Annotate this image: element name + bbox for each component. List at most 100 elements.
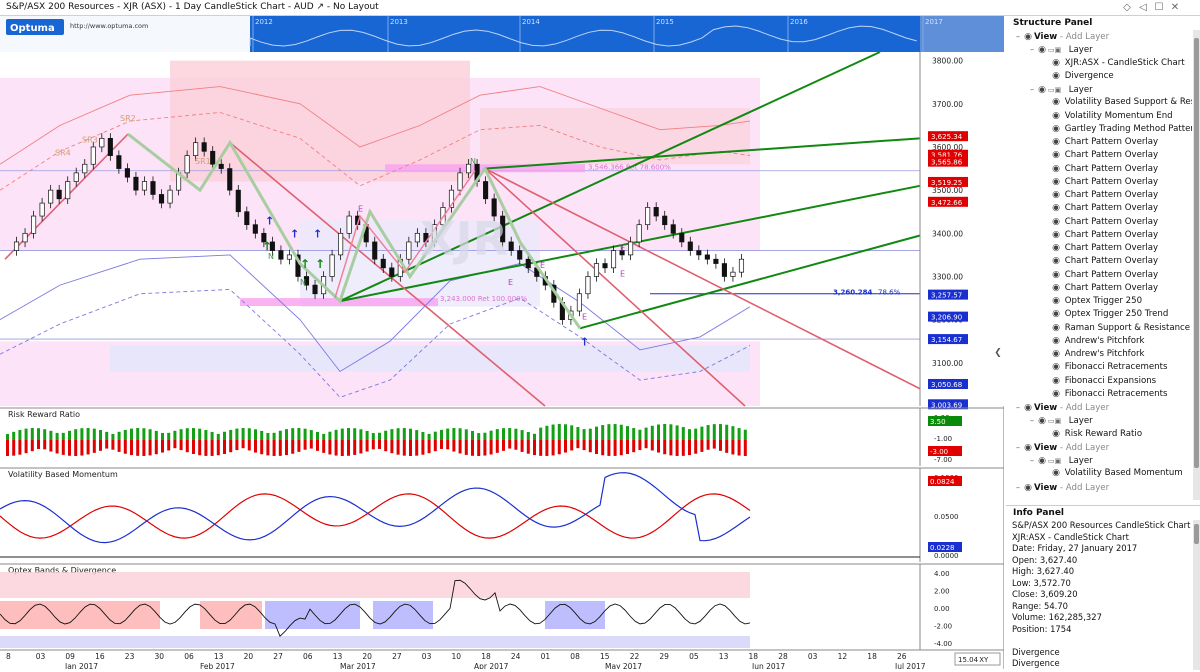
structure-tree-row[interactable]: ◉ Risk Reward Ratio — [1042, 428, 1142, 441]
structure-tree-row[interactable]: ◉ Andrew's Pitchfork — [1042, 348, 1144, 361]
lock-icon[interactable]: ▭▣ — [1048, 417, 1062, 426]
visibility-eye-icon[interactable]: ◉ — [1052, 375, 1060, 386]
structure-tree-row[interactable]: – ◉ View - Add Layer — [1014, 30, 1109, 43]
visibility-eye-icon[interactable]: ◉ — [1052, 349, 1060, 359]
structure-tree-row[interactable]: ◉ Chart Pattern Overlay — [1042, 255, 1158, 268]
date-axis[interactable]: 8 03 09 16 23 30 06 13 20 27 06 13 20 27 03 10 18 24 01 08 1… — [0, 649, 1004, 669]
visibility-eye-icon[interactable]: ◉ — [1052, 190, 1060, 200]
structure-tree-row[interactable]: ◉ Chart Pattern Overlay — [1042, 242, 1158, 255]
collapse-toggle-icon[interactable]: – — [1016, 403, 1020, 412]
lock-icon[interactable]: ▭▣ — [1048, 86, 1062, 94]
visibility-eye-icon[interactable]: ◉ — [1052, 468, 1060, 479]
structure-tree-row[interactable]: ◉ Optex Trigger 250 Trend — [1042, 308, 1168, 321]
collapse-toggle-icon[interactable]: – — [1030, 45, 1034, 55]
visibility-eye-icon[interactable]: ◉ — [1052, 282, 1060, 293]
add-layer-link[interactable]: - Add Layer — [1057, 403, 1110, 413]
lock-icon[interactable]: ▭▣ — [1048, 46, 1062, 55]
structure-tree-row[interactable]: – ◉ ▭▣ Layer — [1028, 414, 1093, 427]
structure-tree-row[interactable]: ◉ Chart Pattern Overlay — [1042, 202, 1158, 215]
visibility-eye-icon[interactable]: ◉ — [1052, 176, 1060, 187]
maximize-icon[interactable]: ☐ — [1154, 2, 1164, 13]
visibility-eye-icon[interactable]: ◉ — [1038, 456, 1046, 466]
structure-tree-row[interactable]: ◉ Andrew's Pitchfork — [1042, 335, 1144, 348]
collapse-toggle-icon[interactable]: – — [1030, 85, 1034, 94]
collapse-toggle-icon[interactable]: – — [1016, 442, 1020, 452]
structure-tree-row[interactable]: ◉ Chart Pattern Overlay — [1042, 163, 1158, 176]
visibility-eye-icon[interactable]: ◉ — [1052, 163, 1060, 174]
structure-tree-row[interactable]: ◉ Chart Pattern Overlay — [1042, 269, 1158, 282]
visibility-eye-icon[interactable]: ◉ — [1052, 388, 1060, 399]
structure-tree-row[interactable]: ◉ Chart Pattern Overlay — [1042, 282, 1158, 295]
structure-tree-row[interactable]: ◉ Volatility Momentum End — [1042, 110, 1173, 123]
visibility-eye-icon[interactable]: ◉ — [1024, 482, 1032, 493]
structure-tree-row[interactable]: ◉ Chart Pattern Overlay — [1042, 189, 1158, 202]
visibility-eye-icon[interactable]: ◉ — [1052, 203, 1060, 214]
visibility-eye-icon[interactable]: ◉ — [1052, 216, 1060, 227]
price-pane[interactable]: 3,546.366 Ret 78.600%3,243.000 Ret 100.0… — [0, 51, 1004, 410]
structure-tree-row[interactable]: – ◉ ▭▣ Layer — [1028, 454, 1093, 467]
visibility-eye-icon[interactable]: ◉ — [1052, 256, 1060, 267]
visibility-eye-icon[interactable]: ◉ — [1038, 416, 1046, 427]
visibility-eye-icon[interactable]: ◉ — [1052, 123, 1060, 134]
visibility-eye-icon[interactable]: ◉ — [1052, 97, 1060, 108]
structure-tree-row[interactable]: ◉ Raman Support & Resistance Bands — [1042, 322, 1192, 335]
structure-tree-row[interactable]: ◉ Chart Pattern Overlay — [1042, 229, 1158, 242]
volatility-momentum-pane[interactable]: Volatility Based Momentum0.10000.05000.0… — [0, 467, 1004, 562]
structure-tree-row[interactable]: ◉ Chart Pattern Overlay — [1042, 149, 1158, 162]
structure-tree-row[interactable]: ◉ Optex Trigger 250 — [1042, 295, 1142, 308]
collapse-toggle-icon[interactable]: – — [1016, 482, 1020, 492]
structure-tree-row[interactable]: ◉ Chart Pattern Overlay — [1042, 136, 1158, 149]
visibility-eye-icon[interactable]: ◉ — [1024, 403, 1032, 413]
visibility-eye-icon[interactable]: ◉ — [1052, 110, 1060, 121]
chart-area[interactable]: Optuma http://www.optuma.com 2012 2013 2014 2… — [0, 16, 1004, 669]
overview-strip[interactable]: Optuma http://www.optuma.com 2012 2013 2014 2… — [0, 16, 1004, 52]
structure-tree-row[interactable]: – ◉ View - Add Layer — [1014, 481, 1109, 494]
visibility-eye-icon[interactable]: ◉ — [1052, 322, 1060, 333]
visibility-eye-icon[interactable]: ◉ — [1052, 362, 1060, 373]
visibility-eye-icon[interactable]: ◉ — [1052, 309, 1060, 320]
info-scroll-thumb[interactable] — [1194, 524, 1199, 544]
visibility-eye-icon[interactable]: ◉ — [1052, 428, 1060, 439]
close-icon[interactable]: ✕ — [1170, 2, 1180, 13]
structure-tree-row[interactable]: – ◉ ▭▣ Layer — [1028, 83, 1093, 96]
collapse-toggle-icon[interactable]: – — [1016, 32, 1020, 41]
diamond-icon[interactable]: ◇ — [1123, 2, 1131, 13]
optex-bands-pane[interactable]: Optex Bands & Divergence 4.00 2.00 0.00 -2.0… — [0, 563, 1004, 650]
visibility-eye-icon[interactable]: ◉ — [1052, 269, 1060, 280]
visibility-eye-icon[interactable]: ◉ — [1052, 243, 1060, 253]
structure-tree-row[interactable]: ◉ XJR:ASX - CandleStick Chart — [1042, 57, 1185, 70]
structure-tree-row[interactable]: ◉ Chart Pattern Overlay — [1042, 176, 1158, 189]
info-scrollbar[interactable] — [1193, 520, 1200, 670]
visibility-eye-icon[interactable]: ◉ — [1052, 335, 1060, 346]
structure-tree-row[interactable]: – ◉ ▭▣ Layer — [1028, 43, 1093, 56]
structure-tree-row[interactable]: ◉ Volatility Based Momentum — [1042, 467, 1183, 480]
add-layer-link[interactable]: - Add Layer — [1057, 32, 1110, 42]
visibility-eye-icon[interactable]: ◉ — [1052, 70, 1060, 81]
visibility-eye-icon[interactable]: ◉ — [1024, 442, 1032, 453]
visibility-eye-icon[interactable]: ◉ — [1052, 150, 1060, 161]
structure-tree-row[interactable]: ◉ Fibonacci Retracements — [1042, 388, 1167, 401]
visibility-eye-icon[interactable]: ◉ — [1024, 32, 1032, 42]
add-layer-link[interactable]: - Add Layer — [1057, 482, 1110, 493]
visibility-eye-icon[interactable]: ◉ — [1052, 137, 1060, 147]
visibility-eye-icon[interactable]: ◉ — [1052, 57, 1060, 68]
structure-tree-row[interactable]: ◉ Chart Pattern Overlay — [1042, 216, 1158, 229]
collapse-toggle-icon[interactable]: – — [1030, 416, 1034, 426]
structure-tree-row[interactable]: ◉ Fibonacci Retracements — [1042, 361, 1167, 374]
structure-scroll-thumb[interactable] — [1194, 38, 1199, 468]
visibility-eye-icon[interactable]: ◉ — [1052, 296, 1060, 306]
structure-tree-row[interactable]: ◉ Divergence — [1042, 70, 1114, 83]
back-icon[interactable]: ◁ — [1139, 2, 1147, 13]
collapse-toggle-icon[interactable]: – — [1030, 456, 1034, 465]
structure-tree-row[interactable]: ◉ Fibonacci Expansions — [1042, 375, 1156, 388]
structure-tree-row[interactable]: ◉ Volatility Based Support & Resistance — [1042, 96, 1192, 109]
lock-icon[interactable]: ▭▣ — [1048, 457, 1062, 465]
add-layer-link[interactable]: - Add Layer — [1057, 442, 1110, 453]
chart-canvas[interactable]: Optuma http://www.optuma.com 2012 2013 2014 2… — [0, 16, 1004, 669]
visibility-eye-icon[interactable]: ◉ — [1038, 85, 1046, 95]
visibility-eye-icon[interactable]: ◉ — [1052, 229, 1060, 240]
structure-tree-row[interactable]: – ◉ View - Add Layer — [1014, 441, 1109, 454]
structure-scrollbar[interactable] — [1193, 30, 1200, 500]
structure-tree-row[interactable]: ◉ Gartley Trading Method Pattern Recogni… — [1042, 123, 1192, 136]
visibility-eye-icon[interactable]: ◉ — [1038, 45, 1046, 56]
